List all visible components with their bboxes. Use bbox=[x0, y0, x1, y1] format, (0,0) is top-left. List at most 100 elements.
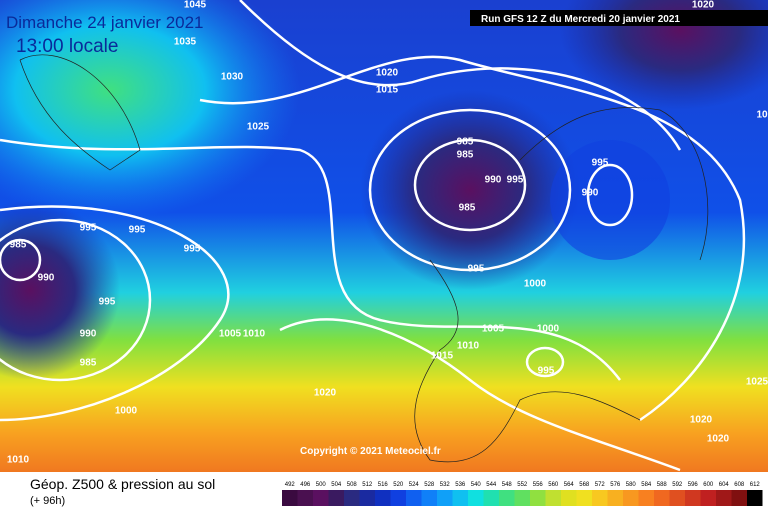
scale-swatch bbox=[499, 490, 515, 506]
isobar-label: 995 bbox=[80, 223, 97, 234]
isobar-label: 1020 bbox=[692, 0, 715, 11]
scale-swatch bbox=[313, 490, 329, 506]
scale-label: 548 bbox=[502, 482, 513, 488]
scale-label: 496 bbox=[300, 482, 311, 488]
isobar-label: 985 bbox=[80, 358, 97, 369]
scale-swatch bbox=[297, 490, 313, 506]
scale-swatch bbox=[483, 490, 499, 506]
isobar-label: 1025 bbox=[247, 122, 270, 133]
scale-label: 544 bbox=[486, 482, 497, 488]
isobar-label: 985 bbox=[459, 203, 476, 214]
scale-label: 524 bbox=[409, 482, 420, 488]
isobar-label: 1005 bbox=[482, 324, 505, 335]
scale-swatch bbox=[359, 490, 375, 506]
isobar-label: 1000 bbox=[537, 324, 560, 335]
low-pressure bbox=[360, 90, 580, 290]
scale-swatch bbox=[654, 490, 670, 506]
scale-swatch bbox=[607, 490, 623, 506]
scale-label: 508 bbox=[347, 482, 358, 488]
scale-label: 564 bbox=[564, 482, 575, 488]
scale-label: 516 bbox=[378, 482, 389, 488]
scale-label: 532 bbox=[440, 482, 451, 488]
run-info: Run GFS 12 Z du Mercredi 20 janvier 2021 bbox=[481, 14, 680, 25]
scale-label: 584 bbox=[641, 482, 652, 488]
scale-label: 608 bbox=[734, 482, 745, 488]
legend-title: Géop. Z500 & pression au sol bbox=[30, 476, 215, 492]
isobar-label: 1020 bbox=[314, 388, 337, 399]
scale-label: 560 bbox=[548, 482, 559, 488]
scale-swatch bbox=[747, 490, 763, 506]
scale-label: 552 bbox=[517, 482, 528, 488]
scale-swatch bbox=[561, 490, 577, 506]
scale-label: 580 bbox=[626, 482, 637, 488]
scale-swatch bbox=[344, 490, 360, 506]
scale-swatch bbox=[282, 490, 298, 506]
copyright: Copyright © 2021 Meteociel.fr bbox=[300, 446, 441, 457]
warm-region bbox=[0, 0, 300, 220]
scale-swatch bbox=[576, 490, 592, 506]
scale-label: 588 bbox=[657, 482, 668, 488]
isobar-label: 1030 bbox=[221, 72, 244, 83]
isobar-label: 1020 bbox=[707, 434, 730, 445]
scale-swatch bbox=[406, 490, 422, 506]
scale-label: 568 bbox=[579, 482, 590, 488]
scale-label: 576 bbox=[610, 482, 621, 488]
map-date: Dimanche 24 janvier 2021 bbox=[6, 13, 204, 32]
scale-label: 504 bbox=[331, 482, 342, 488]
isobar-label: 1035 bbox=[174, 37, 197, 48]
run-banner bbox=[470, 10, 768, 26]
legend-subtitle: (+ 96h) bbox=[30, 495, 65, 507]
scale-label: 556 bbox=[533, 482, 544, 488]
map-time: 13:00 locale bbox=[16, 36, 118, 57]
scale-swatch bbox=[375, 490, 391, 506]
scale-label: 520 bbox=[393, 482, 404, 488]
scale-swatch bbox=[669, 490, 685, 506]
isobar-label: 1010 bbox=[457, 341, 480, 352]
isobar-label: 995 bbox=[538, 366, 555, 377]
isobar-label: 985 bbox=[10, 240, 27, 251]
scale-swatch bbox=[592, 490, 608, 506]
isobar-label: 1010 bbox=[243, 329, 266, 340]
isobar-label: 995 bbox=[507, 175, 524, 186]
low-pressure bbox=[0, 200, 120, 380]
scale-label: 540 bbox=[471, 482, 482, 488]
scale-swatch bbox=[700, 490, 716, 506]
scale-swatch bbox=[716, 490, 732, 506]
isobar-labels: 1045 1035 1030 1025 1020 1015 985 985 990 995 985 9… bbox=[7, 0, 768, 466]
isobar-label: 1000 bbox=[524, 279, 547, 290]
isobar-label: 1010 bbox=[7, 455, 30, 466]
isobar-label: 995 bbox=[468, 264, 485, 275]
scale-label: 572 bbox=[595, 482, 606, 488]
isobar-label: 1000 bbox=[115, 406, 138, 417]
scale-swatch bbox=[530, 490, 546, 506]
isobar-label: 1015 bbox=[431, 351, 454, 362]
scale-label: 512 bbox=[362, 482, 373, 488]
isobars bbox=[0, 0, 744, 470]
isobar-label: 1025 bbox=[746, 377, 768, 388]
isobar-label: 1005 bbox=[219, 329, 242, 340]
isobar-label: 995 bbox=[129, 225, 146, 236]
low-pressure bbox=[560, 0, 768, 110]
isobar-label: 1020 bbox=[376, 68, 399, 79]
scale-label: 492 bbox=[285, 482, 296, 488]
scale-label: 612 bbox=[750, 482, 761, 488]
isobar-label: 985 bbox=[457, 150, 474, 161]
isobar-label: 995 bbox=[592, 158, 609, 169]
scale-label: 528 bbox=[424, 482, 435, 488]
scale-swatch bbox=[514, 490, 530, 506]
scale-swatch bbox=[685, 490, 701, 506]
isobar-label: 990 bbox=[485, 175, 502, 186]
isobar-label: 1045 bbox=[184, 0, 207, 11]
coastlines bbox=[19, 54, 709, 463]
scale-swatch bbox=[328, 490, 344, 506]
scale-label: 592 bbox=[672, 482, 683, 488]
scale-swatch bbox=[545, 490, 561, 506]
trough bbox=[550, 140, 670, 260]
scale-swatch bbox=[468, 490, 484, 506]
isobar-label: 1020 bbox=[690, 415, 713, 426]
scale-swatch bbox=[638, 490, 654, 506]
isobar-label: 1015 bbox=[376, 85, 399, 96]
isobar-label: 990 bbox=[582, 188, 599, 199]
scale-swatch bbox=[452, 490, 468, 506]
scale-swatch bbox=[623, 490, 639, 506]
